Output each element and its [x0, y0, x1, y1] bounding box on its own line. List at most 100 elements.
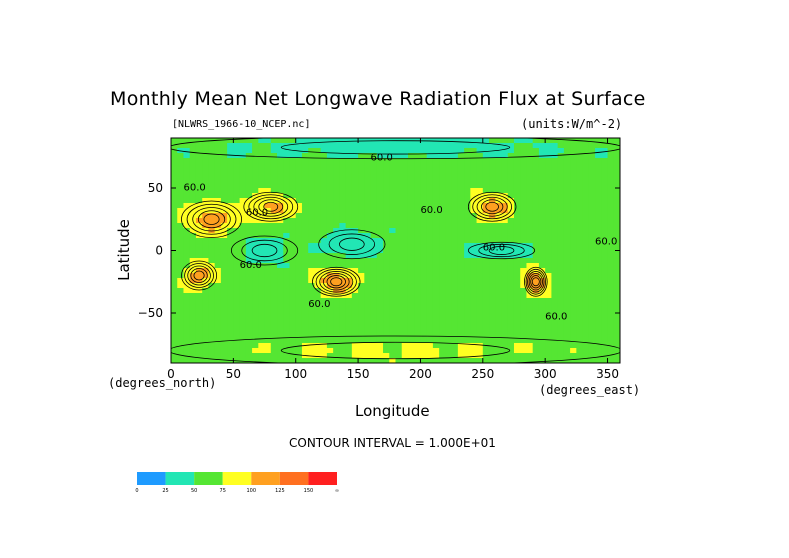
field-cell — [457, 203, 465, 209]
field-cell — [445, 228, 453, 234]
field-cell — [245, 318, 253, 324]
field-cell — [501, 298, 509, 304]
field-cell — [345, 323, 353, 329]
field-cell — [520, 288, 528, 294]
field-cell — [252, 188, 259, 194]
field-cell — [183, 338, 191, 344]
field-cell — [464, 298, 471, 304]
field-cell — [545, 203, 553, 209]
field-cell — [376, 183, 384, 189]
field-cell — [495, 138, 503, 144]
field-cell — [551, 143, 559, 149]
field-cell — [227, 198, 234, 204]
field-cell — [195, 218, 203, 224]
field-cell — [464, 213, 471, 219]
field-cell — [171, 238, 178, 244]
field-cell — [576, 163, 584, 169]
field-cell — [277, 188, 284, 194]
field-cell — [451, 303, 459, 309]
field-cell — [314, 263, 322, 269]
field-cell — [202, 153, 210, 159]
field-cell — [364, 163, 372, 169]
field-cell — [189, 228, 197, 234]
field-cell — [457, 333, 465, 339]
field-cell — [451, 248, 459, 254]
field-cell — [476, 208, 484, 214]
field-cell — [545, 138, 553, 144]
field-cell — [389, 353, 397, 359]
field-cell — [501, 278, 509, 284]
field-cell — [239, 253, 247, 259]
field-cell — [376, 238, 384, 244]
field-cell — [208, 348, 216, 354]
field-cell — [439, 303, 446, 309]
field-cell — [588, 233, 596, 239]
field-cell — [383, 228, 390, 234]
field-cell — [358, 308, 365, 314]
field-cell — [420, 353, 428, 359]
field-cell — [532, 213, 540, 219]
field-cell — [576, 198, 584, 204]
field-cell — [482, 258, 490, 264]
field-cell — [445, 153, 453, 159]
field-cell — [457, 273, 465, 279]
field-cell — [220, 198, 228, 204]
field-cell — [320, 343, 328, 349]
field-cell — [489, 168, 496, 174]
field-cell — [376, 253, 384, 259]
field-cell — [376, 348, 384, 354]
field-cell — [613, 233, 620, 239]
field-cell — [613, 263, 620, 269]
field-cell — [513, 288, 521, 294]
field-cell — [364, 193, 372, 199]
field-cell — [277, 243, 284, 249]
field-cell — [189, 248, 197, 254]
field-cell — [476, 173, 484, 179]
field-cell — [320, 228, 328, 234]
field-cell — [333, 318, 340, 324]
field-cell — [464, 233, 471, 239]
field-cell — [501, 173, 509, 179]
field-cell — [513, 303, 521, 309]
field-cell — [308, 293, 316, 299]
colorbar-swatch — [194, 472, 223, 485]
field-cell — [245, 293, 253, 299]
field-cell — [607, 243, 615, 249]
field-cell — [395, 268, 403, 274]
field-cell — [183, 278, 191, 284]
field-cell — [183, 208, 191, 214]
field-cell — [588, 203, 596, 209]
field-cell — [432, 338, 440, 344]
field-cell — [501, 318, 509, 324]
field-cell — [613, 338, 620, 344]
field-cell — [426, 263, 434, 269]
field-cell — [401, 293, 409, 299]
field-cell — [320, 178, 328, 184]
field-cell — [171, 218, 178, 224]
field-cell — [457, 268, 465, 274]
field-cell — [376, 298, 384, 304]
field-cell — [445, 248, 453, 254]
field-cell — [464, 258, 471, 264]
field-cell — [308, 243, 316, 249]
colorbar-label: 75 — [220, 488, 226, 494]
field-cell — [538, 258, 546, 264]
field-cell — [451, 233, 459, 239]
field-cell — [214, 163, 222, 169]
field-cell — [526, 343, 534, 349]
field-cell — [401, 328, 409, 334]
field-cell — [470, 158, 478, 164]
field-cell — [613, 168, 620, 174]
field-cell — [526, 198, 534, 204]
field-cell — [439, 248, 446, 254]
field-cell — [576, 308, 584, 314]
field-cell — [239, 293, 247, 299]
field-cell — [277, 298, 284, 304]
field-cell — [451, 358, 459, 363]
y-axis-label: Latitude — [115, 219, 133, 281]
field-cell — [289, 223, 297, 229]
field-cell — [570, 183, 577, 189]
field-cell — [464, 168, 471, 174]
field-cell — [339, 348, 347, 354]
field-cell — [295, 233, 303, 239]
